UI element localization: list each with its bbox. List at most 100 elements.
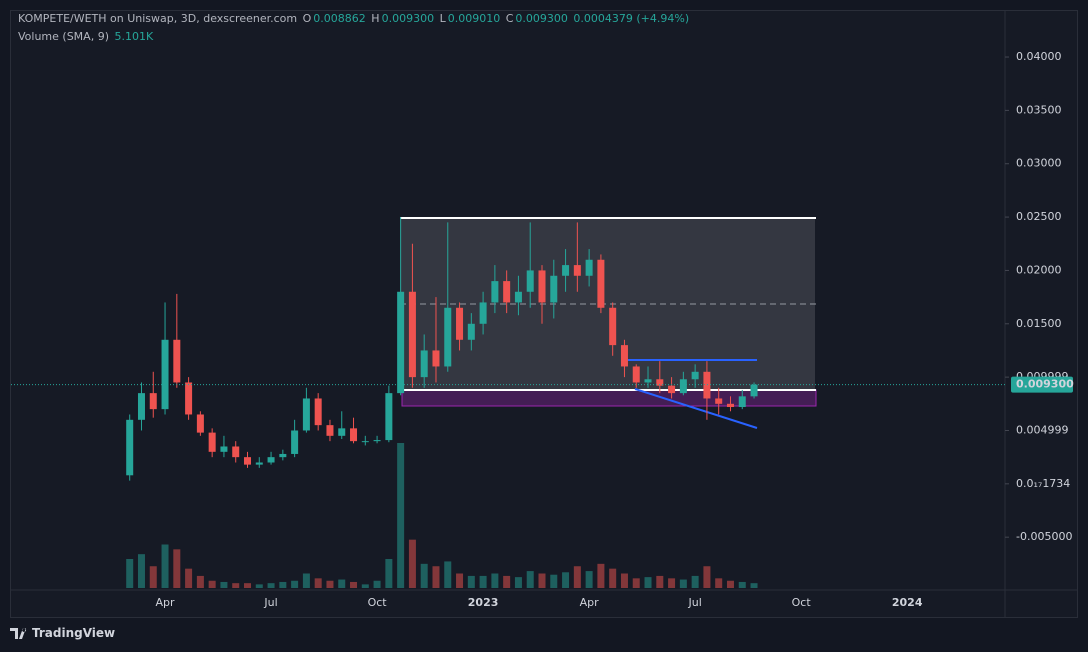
y-tick-label: 0.004999 — [1016, 423, 1069, 436]
volume-bar — [609, 568, 617, 588]
volume-bar — [350, 581, 358, 588]
brand: TradingView — [32, 626, 116, 640]
volume-bar — [562, 572, 570, 588]
candle-body — [503, 281, 511, 303]
x-tick-label: Apr — [156, 596, 176, 609]
candle-body — [750, 384, 758, 397]
candle-body — [314, 398, 322, 426]
plot — [126, 217, 817, 588]
y-tick-label: 0.03000 — [1016, 157, 1062, 170]
x-tick-label: Jul — [687, 596, 701, 609]
c-value: 0.009300 — [515, 12, 568, 25]
candle-body — [350, 428, 358, 442]
x-tick-label: 2024 — [892, 596, 923, 609]
candle-body — [267, 457, 275, 463]
volume-bar — [244, 583, 251, 588]
candle-body — [338, 428, 346, 436]
candle-body — [196, 414, 204, 433]
candle-body — [644, 379, 652, 383]
volume-sma: 5.101K — [114, 30, 154, 43]
volume-bar — [620, 573, 628, 588]
candle-body — [244, 457, 251, 465]
candle-body — [137, 393, 145, 420]
candle-body — [185, 382, 193, 415]
h-value: 0.009300 — [381, 12, 435, 25]
volume-bar — [597, 563, 605, 588]
volume-bar — [503, 575, 511, 588]
volume-bar — [644, 577, 652, 588]
volume-bar — [220, 581, 228, 588]
volume-bar — [397, 443, 405, 588]
candle-body — [373, 440, 381, 442]
volume-bar — [232, 583, 240, 588]
candle-body — [679, 379, 687, 394]
volume-bar — [691, 575, 699, 588]
candle-body — [703, 371, 711, 399]
volume-bar — [149, 566, 157, 588]
volume-bar — [161, 544, 169, 588]
y-tick-label: 0.01500 — [1016, 317, 1062, 330]
candle-body — [302, 398, 310, 431]
volume-bar — [585, 571, 593, 588]
l-value: 0.009010 — [447, 12, 501, 25]
candle-body — [220, 446, 228, 452]
change: 0.0004379 (+4.94%) — [573, 12, 690, 25]
volume-bar — [550, 574, 558, 588]
candle-body — [656, 379, 664, 386]
volume-bar — [361, 584, 369, 588]
candle-body — [444, 307, 452, 367]
candle-body — [738, 396, 746, 408]
candle-body — [232, 446, 240, 458]
candle-body — [149, 393, 157, 410]
candle-body — [432, 350, 440, 367]
volume-bar — [656, 575, 664, 588]
o-value: 0.008862 — [313, 12, 366, 25]
candle-body — [208, 432, 216, 452]
volume-bar — [679, 579, 687, 588]
volume-bar — [196, 575, 204, 588]
volume-bar — [420, 563, 428, 588]
candle-body — [173, 339, 181, 383]
volume-bar — [573, 566, 581, 588]
candle-body — [397, 291, 405, 394]
x-tick-label: 2023 — [468, 596, 499, 609]
title: KOMPETE/WETH on Uniswap, 3D, dexscreener… — [18, 12, 298, 25]
volume-bar — [185, 568, 193, 588]
volume-bar — [432, 566, 440, 588]
volume-bar — [385, 559, 393, 588]
candle-body — [479, 302, 487, 324]
volume-bar — [173, 549, 181, 588]
c-label: C — [505, 12, 514, 25]
volume-bar — [479, 575, 487, 588]
candle-body — [255, 462, 263, 465]
volume-bar — [703, 566, 711, 588]
volume-bar — [514, 577, 522, 588]
candle-body — [161, 339, 169, 410]
candle-body — [408, 291, 416, 378]
y-tick-label: 0.0₁₇1734 — [1016, 477, 1070, 490]
volume-bar — [491, 573, 499, 588]
candle-body — [609, 307, 617, 346]
volume-bar — [326, 580, 334, 588]
candle-body — [668, 385, 676, 394]
candle-body — [573, 265, 581, 276]
volume-bar — [338, 579, 346, 588]
volume-bar — [467, 575, 475, 588]
candle-body — [514, 291, 522, 303]
volume-header: Volume (SMA, 9) 5.101K — [18, 30, 155, 43]
volume-bar — [526, 571, 534, 588]
y-tick-label: 0.02000 — [1016, 263, 1062, 276]
x-tick-label: Apr — [580, 596, 600, 609]
volume-bar — [208, 580, 216, 588]
volume-bar — [738, 581, 746, 588]
candle-body — [538, 270, 546, 303]
candle-body — [279, 453, 287, 458]
y-tick-label: 0.03500 — [1016, 103, 1062, 116]
volume-bar — [408, 539, 416, 588]
o-label: O — [302, 12, 312, 25]
y-tick-label: 0.04000 — [1016, 50, 1062, 63]
volume-label: Volume (SMA, 9) — [18, 30, 109, 43]
candle-body — [326, 425, 334, 436]
volume-bar — [314, 578, 322, 588]
volume-bar — [267, 583, 275, 588]
